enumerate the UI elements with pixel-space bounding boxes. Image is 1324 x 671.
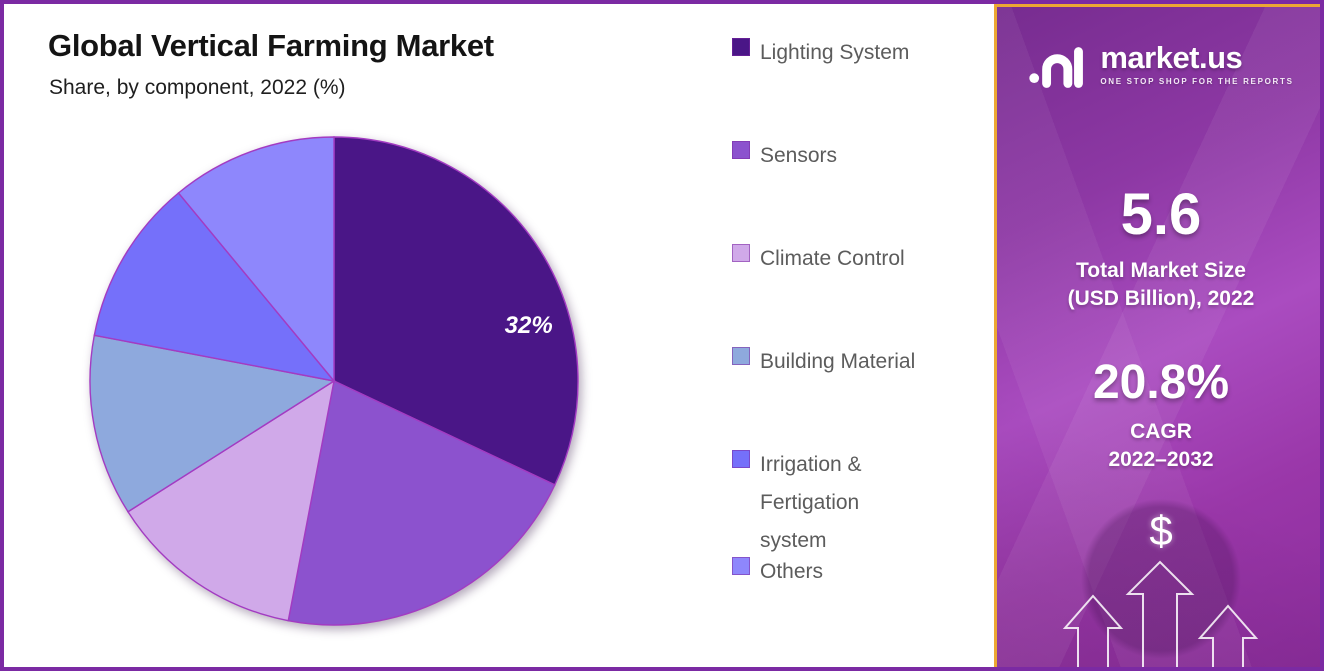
legend-label: Climate Control xyxy=(760,247,905,270)
legend-label: Building Material xyxy=(760,350,916,373)
cagr-label: CAGR xyxy=(1130,420,1192,444)
growth-arrows-icon xyxy=(1062,560,1259,667)
legend-label: Sensors xyxy=(760,144,838,167)
legend-label: Others xyxy=(760,560,824,583)
legend-swatch-icon xyxy=(732,38,750,56)
marketus-logo-icon xyxy=(1029,47,1084,88)
legend-label: Lighting System xyxy=(760,41,910,64)
pie-slice-climate-control xyxy=(127,379,335,622)
chart-subtitle: Share, by component, 2022 (%) xyxy=(49,76,346,99)
legend-swatch-icon xyxy=(732,450,750,468)
legend-swatch-icon xyxy=(732,141,750,159)
legend-swatch-icon xyxy=(732,347,750,365)
legend-item-sensors: Sensors xyxy=(732,137,837,175)
chart-legend: Lighting System Sensors Climate Control Bui… xyxy=(732,4,987,667)
market-size-stat: 5.6 Total Market Size (USD Billion), 202… xyxy=(997,182,1320,313)
logo-tagline: ONE STOP SHOP FOR THE REPORTS xyxy=(1100,77,1294,86)
chart-title: Global Vertical Farming Market xyxy=(48,28,494,63)
pie-slice-sensors xyxy=(287,379,556,626)
pie-chart: 32% xyxy=(89,136,579,626)
pie-slice-irrigation-fertigation-system xyxy=(93,192,336,383)
legend-label: Irrigation & Fertigation system xyxy=(760,453,862,552)
market-size-value: 5.6 xyxy=(1120,182,1202,247)
market-size-label-line1: Total Market Size xyxy=(1076,258,1246,282)
dollar-icon: $ xyxy=(1149,507,1173,554)
legend-item-others: Others xyxy=(732,553,823,591)
legend-swatch-icon xyxy=(732,557,750,575)
pie-slice-lighting-system xyxy=(333,136,579,486)
pie-slice-others xyxy=(177,136,335,383)
legend-item-irrigation-fertigation-system: Irrigation & Fertigation system xyxy=(732,446,910,560)
legend-item-climate-control: Climate Control xyxy=(732,240,905,278)
legend-item-building-material: Building Material xyxy=(732,343,915,381)
chart-area: Global Vertical Farming Market Share, by… xyxy=(4,4,1320,667)
cagr-years: 2022–2032 xyxy=(1108,448,1214,472)
cagr-stat: 20.8% CAGR 2022–2032 xyxy=(997,355,1320,474)
cagr-value: 20.8% xyxy=(1092,356,1230,409)
pie-slice-value-label: 32% xyxy=(505,312,553,339)
pie-slice-building-material xyxy=(89,334,336,513)
market-size-label-line2: (USD Billion), 2022 xyxy=(1067,286,1255,310)
logo-text: market.us xyxy=(1100,40,1243,75)
legend-item-lighting-system: Lighting System xyxy=(732,34,909,72)
legend-swatch-icon xyxy=(732,244,750,262)
brand-panel: market.us ONE STOP SHOP FOR THE REPORTS … xyxy=(994,4,1320,667)
brand-logo: market.us ONE STOP SHOP FOR THE REPORTS xyxy=(997,37,1320,91)
